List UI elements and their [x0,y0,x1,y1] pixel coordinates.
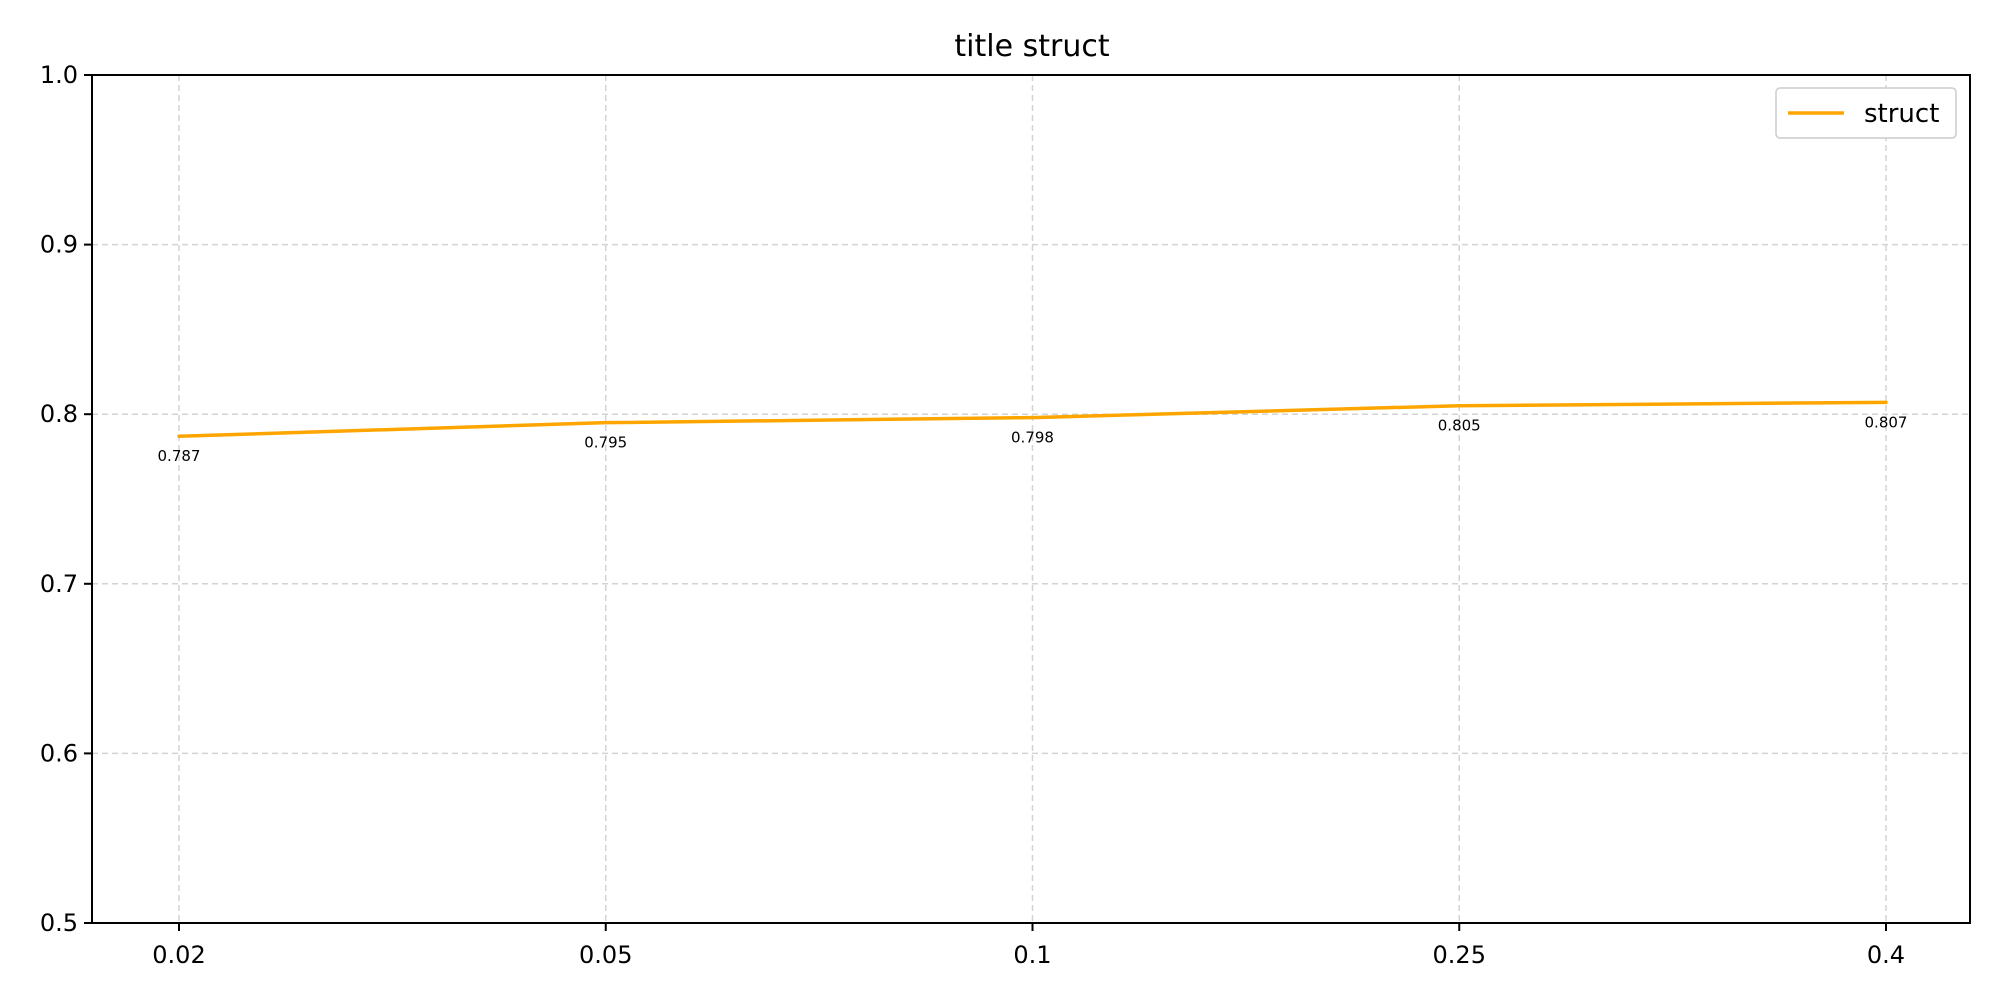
y-tick-label: 1.0 [40,61,78,89]
data-label: 0.795 [584,434,627,452]
grid-lines [92,74,1970,924]
data-labels: 0.787 0.795 0.798 0.805 0.807 [158,413,1908,465]
y-tick-label: 0.7 [40,570,78,598]
legend-label: struct [1864,99,1939,129]
y-tick-label: 0.6 [40,739,78,767]
x-tick-label: 0.4 [1867,941,1905,969]
x-tick-label: 0.02 [152,941,205,969]
y-tick-label: 0.8 [40,400,78,428]
series-layer [177,400,1888,438]
data-label: 0.807 [1865,413,1908,431]
data-label: 0.787 [158,447,201,465]
chart-title: title struct [954,29,1109,64]
data-label: 0.798 [1011,429,1054,447]
legend-box [1775,87,1957,139]
x-tick-label: 0.1 [1013,941,1051,969]
y-tick-label: 0.5 [40,909,78,937]
series-line-struct [177,400,1888,438]
axes: 0.5 0.6 0.7 0.8 0.9 1.0 0.02 0.05 0.1 0.25 0.4 [40,61,1971,969]
x-tick-label: 0.05 [579,941,632,969]
y-tick-label: 0.9 [40,231,78,259]
legend: struct [1775,87,1957,139]
data-label: 0.805 [1438,417,1481,435]
x-tick-label: 0.25 [1433,941,1486,969]
plot-frame [91,74,1971,924]
